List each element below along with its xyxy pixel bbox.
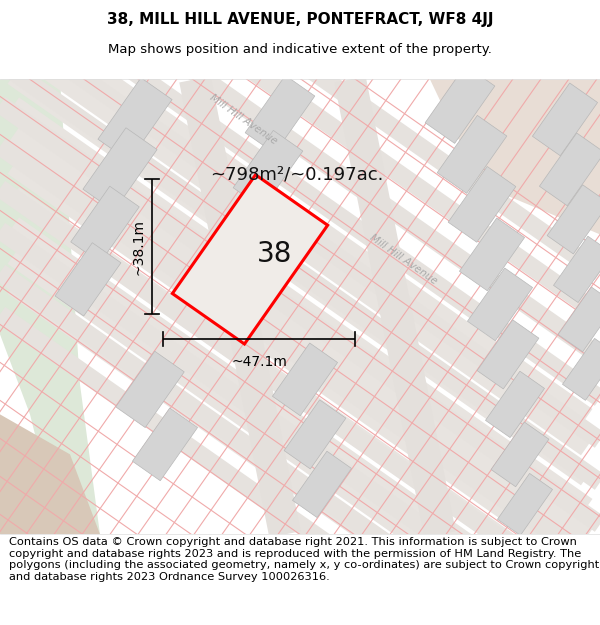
Polygon shape — [0, 181, 600, 616]
Text: ~47.1m: ~47.1m — [231, 356, 287, 369]
Polygon shape — [83, 127, 157, 211]
Polygon shape — [0, 0, 600, 280]
Polygon shape — [477, 320, 539, 389]
Polygon shape — [532, 83, 598, 156]
Polygon shape — [0, 414, 100, 534]
Polygon shape — [430, 79, 600, 234]
Polygon shape — [0, 97, 600, 532]
Polygon shape — [0, 0, 600, 322]
Text: 38: 38 — [257, 241, 293, 268]
Polygon shape — [547, 185, 600, 254]
Polygon shape — [8, 8, 592, 426]
Polygon shape — [8, 188, 592, 606]
Polygon shape — [116, 351, 184, 428]
Polygon shape — [8, 217, 592, 625]
Polygon shape — [460, 218, 524, 291]
Polygon shape — [179, 76, 301, 538]
Polygon shape — [284, 400, 346, 469]
Polygon shape — [8, 248, 592, 625]
Polygon shape — [0, 79, 100, 534]
Polygon shape — [425, 66, 495, 143]
Text: ~38.1m: ~38.1m — [131, 219, 145, 275]
Polygon shape — [211, 243, 277, 316]
Polygon shape — [0, 265, 600, 625]
Polygon shape — [0, 0, 600, 364]
Polygon shape — [245, 76, 315, 153]
Polygon shape — [8, 68, 592, 486]
Text: Contains OS data © Crown copyright and database right 2021. This information is : Contains OS data © Crown copyright and d… — [9, 537, 599, 582]
Polygon shape — [0, 307, 600, 625]
Polygon shape — [554, 236, 600, 302]
Polygon shape — [485, 371, 544, 438]
Polygon shape — [272, 343, 338, 416]
Polygon shape — [172, 175, 328, 344]
Polygon shape — [0, 223, 600, 625]
Polygon shape — [71, 186, 139, 262]
Polygon shape — [558, 287, 600, 352]
Polygon shape — [497, 473, 553, 536]
Polygon shape — [491, 422, 549, 487]
Polygon shape — [133, 408, 197, 481]
Polygon shape — [467, 268, 533, 341]
Polygon shape — [222, 186, 290, 262]
Polygon shape — [233, 131, 303, 208]
Polygon shape — [448, 166, 516, 242]
Polygon shape — [55, 242, 121, 316]
Text: Mill Hill Avenue: Mill Hill Avenue — [208, 92, 278, 146]
Text: Mill Hill Avenue: Mill Hill Avenue — [367, 232, 439, 286]
Text: 38, MILL HILL AVENUE, PONTEFRACT, WF8 4JJ: 38, MILL HILL AVENUE, PONTEFRACT, WF8 4J… — [107, 12, 493, 27]
Polygon shape — [0, 0, 600, 406]
Text: ~798m²/~0.197ac.: ~798m²/~0.197ac. — [210, 166, 383, 183]
Polygon shape — [0, 139, 600, 574]
Polygon shape — [98, 78, 172, 161]
Polygon shape — [8, 38, 592, 456]
Polygon shape — [8, 127, 592, 546]
Text: Map shows position and indicative extent of the property.: Map shows position and indicative extent… — [108, 42, 492, 56]
Polygon shape — [334, 76, 455, 538]
Polygon shape — [8, 158, 592, 576]
Polygon shape — [0, 55, 600, 490]
Polygon shape — [293, 451, 352, 518]
Polygon shape — [562, 338, 600, 401]
Polygon shape — [8, 98, 592, 516]
Polygon shape — [437, 116, 507, 193]
Polygon shape — [0, 13, 600, 447]
Polygon shape — [8, 278, 592, 625]
Polygon shape — [539, 133, 600, 206]
